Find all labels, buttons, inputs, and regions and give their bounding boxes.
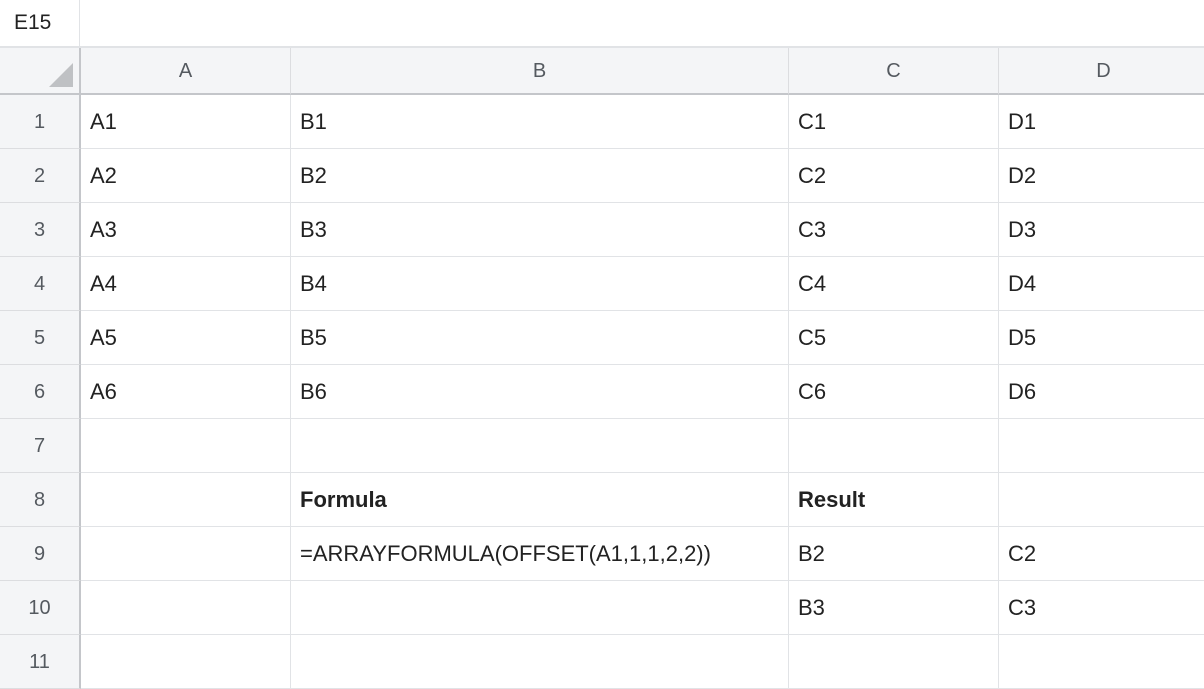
cell-A4[interactable]: A4 [81, 257, 291, 311]
cell-A8[interactable] [81, 473, 291, 527]
cell-B1[interactable]: B1 [291, 95, 789, 149]
cell-D8[interactable] [999, 473, 1204, 527]
cell-C5[interactable]: C5 [789, 311, 999, 365]
cell-A11[interactable] [81, 635, 291, 689]
cell-A1[interactable]: A1 [81, 95, 291, 149]
cell-C7[interactable] [789, 419, 999, 473]
cell-C9[interactable]: B2 [789, 527, 999, 581]
cell-C6[interactable]: C6 [789, 365, 999, 419]
cell-B2[interactable]: B2 [291, 149, 789, 203]
cell-D11[interactable] [999, 635, 1204, 689]
cell-B7[interactable] [291, 419, 789, 473]
row-header-6[interactable]: 6 [0, 365, 81, 419]
column-header-B[interactable]: B [291, 48, 789, 95]
column-header-D[interactable]: D [999, 48, 1204, 95]
cell-B6[interactable]: B6 [291, 365, 789, 419]
row-header-11[interactable]: 11 [0, 635, 81, 689]
row-header-10[interactable]: 10 [0, 581, 81, 635]
cell-A10[interactable] [81, 581, 291, 635]
select-all-triangle-icon [49, 63, 73, 87]
cell-C11[interactable] [789, 635, 999, 689]
column-header-A[interactable]: A [81, 48, 291, 95]
cell-C4[interactable]: C4 [789, 257, 999, 311]
cell-A6[interactable]: A6 [81, 365, 291, 419]
cell-B10[interactable] [291, 581, 789, 635]
formula-bar[interactable] [81, 0, 1204, 46]
cell-D4[interactable]: D4 [999, 257, 1204, 311]
cell-B3[interactable]: B3 [291, 203, 789, 257]
cell-B11[interactable] [291, 635, 789, 689]
select-all-corner[interactable] [0, 48, 81, 95]
cell-A7[interactable] [81, 419, 291, 473]
cell-B4[interactable]: B4 [291, 257, 789, 311]
row-header-2[interactable]: 2 [0, 149, 81, 203]
cell-B9[interactable]: =ARRAYFORMULA(OFFSET(A1,1,1,2,2)) [291, 527, 789, 581]
cell-D5[interactable]: D5 [999, 311, 1204, 365]
cell-C10[interactable]: B3 [789, 581, 999, 635]
cell-D10[interactable]: C3 [999, 581, 1204, 635]
cell-C3[interactable]: C3 [789, 203, 999, 257]
column-header-C[interactable]: C [789, 48, 999, 95]
cell-D7[interactable] [999, 419, 1204, 473]
cell-C2[interactable]: C2 [789, 149, 999, 203]
row-header-1[interactable]: 1 [0, 95, 81, 149]
toolbar: E15 [0, 0, 1204, 48]
row-header-7[interactable]: 7 [0, 419, 81, 473]
cell-C8[interactable]: Result [789, 473, 999, 527]
cell-A5[interactable]: A5 [81, 311, 291, 365]
row-header-4[interactable]: 4 [0, 257, 81, 311]
cell-C1[interactable]: C1 [789, 95, 999, 149]
cell-A9[interactable] [81, 527, 291, 581]
cell-D1[interactable]: D1 [999, 95, 1204, 149]
cell-D3[interactable]: D3 [999, 203, 1204, 257]
cell-A2[interactable]: A2 [81, 149, 291, 203]
name-box[interactable]: E15 [0, 0, 80, 46]
cell-D6[interactable]: D6 [999, 365, 1204, 419]
cell-B5[interactable]: B5 [291, 311, 789, 365]
cell-A3[interactable]: A3 [81, 203, 291, 257]
row-header-5[interactable]: 5 [0, 311, 81, 365]
cell-B8[interactable]: Formula [291, 473, 789, 527]
row-header-3[interactable]: 3 [0, 203, 81, 257]
cell-D2[interactable]: D2 [999, 149, 1204, 203]
row-header-9[interactable]: 9 [0, 527, 81, 581]
cell-D9[interactable]: C2 [999, 527, 1204, 581]
row-header-8[interactable]: 8 [0, 473, 81, 527]
